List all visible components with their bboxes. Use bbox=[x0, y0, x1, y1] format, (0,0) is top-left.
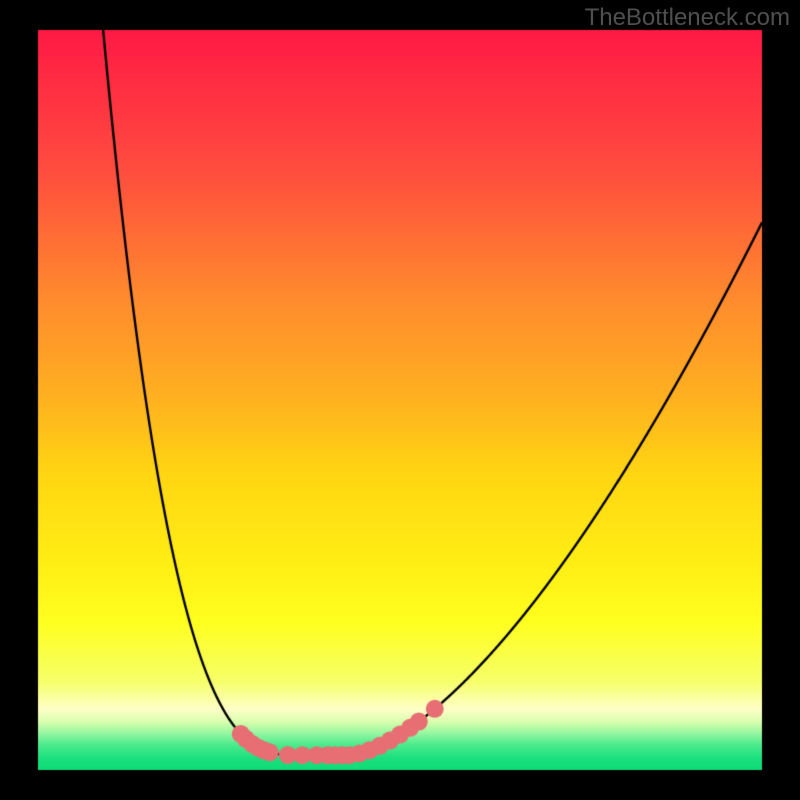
bottleneck-chart-canvas bbox=[0, 0, 800, 800]
